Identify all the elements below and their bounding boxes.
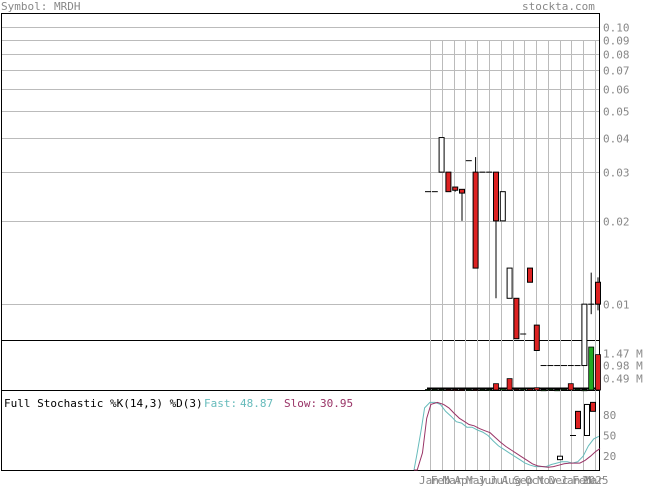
volume-bar	[431, 389, 438, 391]
stochastic-line	[413, 401, 600, 471]
volume-tick-label: 1.47 M	[603, 348, 643, 361]
price-tick-label: 0.05	[603, 106, 630, 119]
candle-body	[459, 188, 465, 194]
month-label: Apr	[454, 474, 474, 486]
volume-bar	[540, 389, 547, 392]
stochastic-tick-label: 50	[603, 430, 616, 443]
candle-body	[445, 171, 452, 193]
stochastic-tick-label: 20	[603, 450, 616, 463]
slow-label: Slow:	[284, 397, 317, 410]
volume-bar	[479, 389, 486, 391]
volume-bar	[595, 354, 601, 391]
fast-value: 48.87	[240, 397, 273, 410]
month-label: May	[466, 474, 486, 486]
volume-bar	[465, 389, 472, 391]
month-label: Nov	[537, 474, 557, 486]
month-label: Dec	[549, 474, 569, 486]
candle-body	[438, 137, 445, 173]
month-label: Jul	[490, 474, 510, 486]
volume-tick-label: 0.98 M	[603, 360, 643, 373]
volume-bar	[533, 387, 540, 391]
candle-body	[513, 297, 520, 340]
volume-bar	[506, 378, 513, 391]
price-tick-label: 0.10	[603, 22, 630, 35]
site-label[interactable]: stockta.com	[522, 0, 595, 13]
volume-bar	[588, 346, 595, 391]
month-label: Mar	[584, 474, 604, 486]
year-label: 2025	[582, 474, 609, 486]
volume-tick-label: 0.49 M	[603, 373, 643, 386]
candle-body	[595, 281, 601, 305]
price-tick-label: 0.07	[603, 65, 630, 78]
price-tick-label: 0.02	[603, 216, 630, 229]
volume-bar	[513, 388, 520, 391]
month-label: Sep	[513, 474, 533, 486]
stochastic-box	[584, 403, 590, 437]
volume-bar	[425, 389, 431, 391]
stochastic-tick-label: 80	[603, 409, 616, 422]
volume-bar	[581, 389, 588, 392]
volume-bar	[499, 388, 506, 391]
month-label: Mar	[443, 474, 463, 486]
price-tick-label: 0.09	[603, 35, 630, 48]
volume-bar	[567, 383, 574, 391]
month-label: Oct	[525, 474, 545, 486]
candle-body	[581, 303, 588, 367]
price-tick-label: 0.03	[603, 167, 630, 180]
volume-bar	[472, 389, 479, 391]
candle-body	[499, 191, 506, 222]
month-label: Aug	[502, 474, 522, 486]
price-tick-label: 0.01	[603, 299, 630, 312]
price-tick-label: 0.04	[603, 133, 630, 146]
stochastic-line	[414, 401, 601, 471]
volume-bar	[520, 388, 527, 391]
candle-body	[527, 267, 533, 283]
stochastic-title: Full Stochastic %K(14,3) %D(3)	[4, 397, 203, 410]
volume-bar	[561, 388, 567, 391]
chart-frame	[1, 13, 600, 471]
month-label: Jan	[419, 474, 439, 486]
candle-body	[472, 171, 479, 269]
month-label: Feb	[572, 474, 592, 486]
stochastic-box	[575, 410, 581, 430]
volume-bar	[445, 389, 452, 391]
candle-body	[452, 186, 459, 191]
month-label: Jun	[478, 474, 498, 486]
volume-bar	[527, 388, 533, 391]
month-label: Feb	[431, 474, 451, 486]
candle-body	[533, 324, 540, 352]
month-label: Jan	[560, 474, 580, 486]
volume-bar	[486, 389, 493, 391]
stochastic-box	[557, 455, 563, 461]
slow-value: 30.95	[320, 397, 353, 410]
symbol-label: Symbol: MRDH	[1, 0, 81, 13]
fast-label: Fast:	[204, 397, 237, 410]
volume-bar	[493, 383, 499, 391]
price-tick-label: 0.06	[603, 84, 630, 97]
price-tick-label: 0.08	[603, 49, 630, 62]
volume-bar	[459, 389, 465, 391]
candle-body	[506, 267, 513, 299]
stochastic-box	[590, 401, 596, 412]
volume-bar	[452, 389, 459, 391]
volume-bar	[574, 388, 581, 391]
candle-body	[493, 171, 499, 222]
volume-bar	[554, 389, 561, 392]
volume-bar	[438, 389, 445, 391]
volume-bar	[547, 388, 554, 391]
